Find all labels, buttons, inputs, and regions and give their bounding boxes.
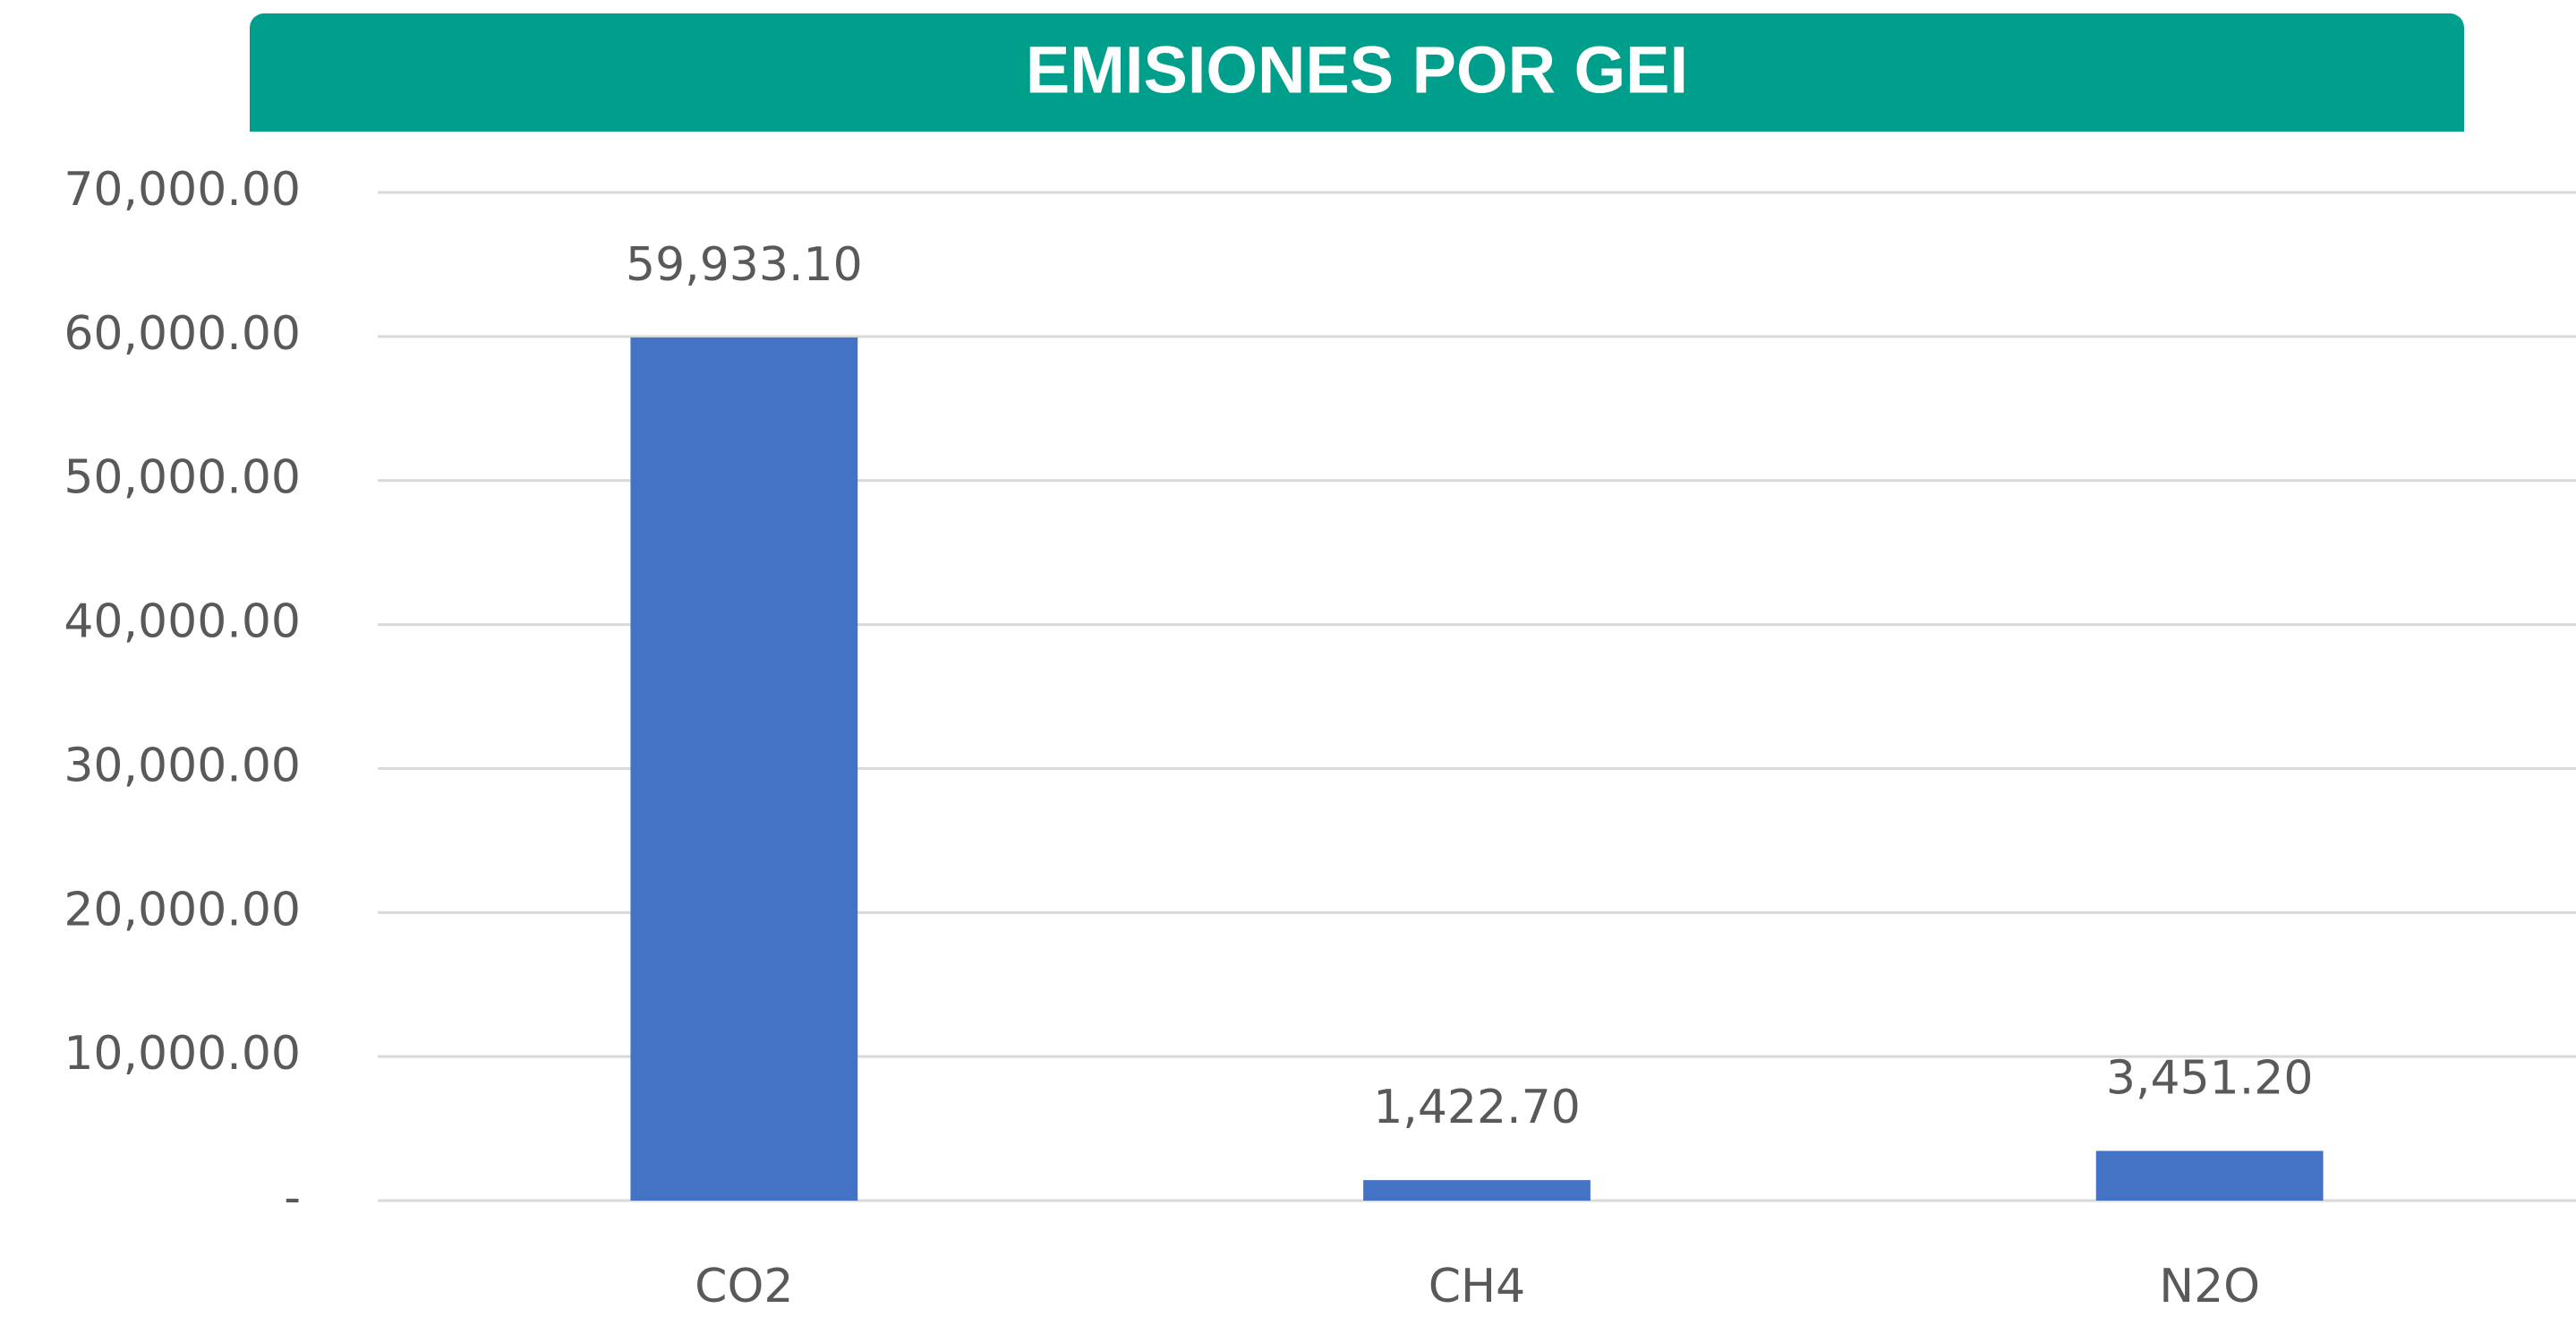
value-label: 59,933.10	[626, 238, 863, 292]
y-tick-label: 50,000.00	[64, 451, 301, 505]
value-label: 1,422.70	[1373, 1081, 1581, 1134]
value-label: 3,451.20	[2106, 1051, 2314, 1105]
y-tick-label: 20,000.00	[64, 883, 301, 936]
y-tick-label: 10,000.00	[64, 1027, 301, 1081]
y-tick-label: 30,000.00	[64, 739, 301, 792]
bar	[1363, 1180, 1591, 1201]
x-tick-label: CH4	[1429, 1260, 1526, 1313]
y-tick-label: -	[284, 1171, 301, 1225]
y-tick-label: 70,000.00	[64, 163, 301, 217]
y-tick-label: 40,000.00	[64, 595, 301, 649]
y-tick-label: 60,000.00	[64, 307, 301, 361]
bar	[2095, 1150, 2324, 1201]
x-tick-label: N2O	[2159, 1260, 2260, 1313]
x-tick-label: CO2	[695, 1260, 793, 1313]
title-banner-base	[250, 36, 2464, 132]
bar	[630, 337, 858, 1201]
chart-title: EMISIONES POR GEI	[1026, 33, 1688, 107]
